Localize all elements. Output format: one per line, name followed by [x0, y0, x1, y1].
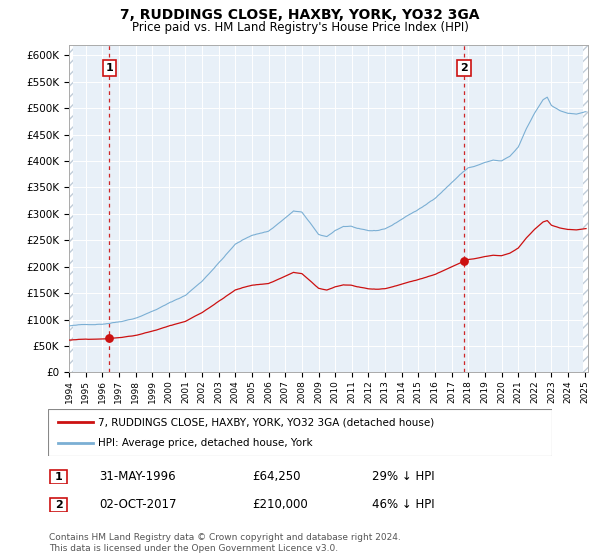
Text: £210,000: £210,000	[252, 498, 308, 511]
Text: 1: 1	[106, 63, 113, 73]
Text: Contains HM Land Registry data © Crown copyright and database right 2024.
This d: Contains HM Land Registry data © Crown c…	[49, 533, 401, 553]
Text: 46% ↓ HPI: 46% ↓ HPI	[372, 498, 434, 511]
Text: HPI: Average price, detached house, York: HPI: Average price, detached house, York	[98, 438, 313, 448]
Text: 7, RUDDINGS CLOSE, HAXBY, YORK, YO32 3GA: 7, RUDDINGS CLOSE, HAXBY, YORK, YO32 3GA	[120, 8, 480, 22]
Text: 31-MAY-1996: 31-MAY-1996	[99, 470, 176, 483]
FancyBboxPatch shape	[48, 409, 552, 456]
FancyBboxPatch shape	[50, 469, 67, 484]
Text: 2: 2	[460, 63, 468, 73]
Text: 29% ↓ HPI: 29% ↓ HPI	[372, 470, 434, 483]
Bar	[583, 45, 588, 372]
Point	[459, 257, 469, 266]
Text: Price paid vs. HM Land Registry's House Price Index (HPI): Price paid vs. HM Land Registry's House …	[131, 21, 469, 34]
Point	[104, 334, 114, 343]
FancyBboxPatch shape	[50, 497, 67, 512]
Text: 02-OCT-2017: 02-OCT-2017	[99, 498, 176, 511]
Text: 1: 1	[55, 472, 62, 482]
Text: 7, RUDDINGS CLOSE, HAXBY, YORK, YO32 3GA (detached house): 7, RUDDINGS CLOSE, HAXBY, YORK, YO32 3GA…	[98, 417, 434, 427]
Text: 2: 2	[55, 500, 62, 510]
Bar	[69, 45, 73, 372]
Text: £64,250: £64,250	[252, 470, 301, 483]
